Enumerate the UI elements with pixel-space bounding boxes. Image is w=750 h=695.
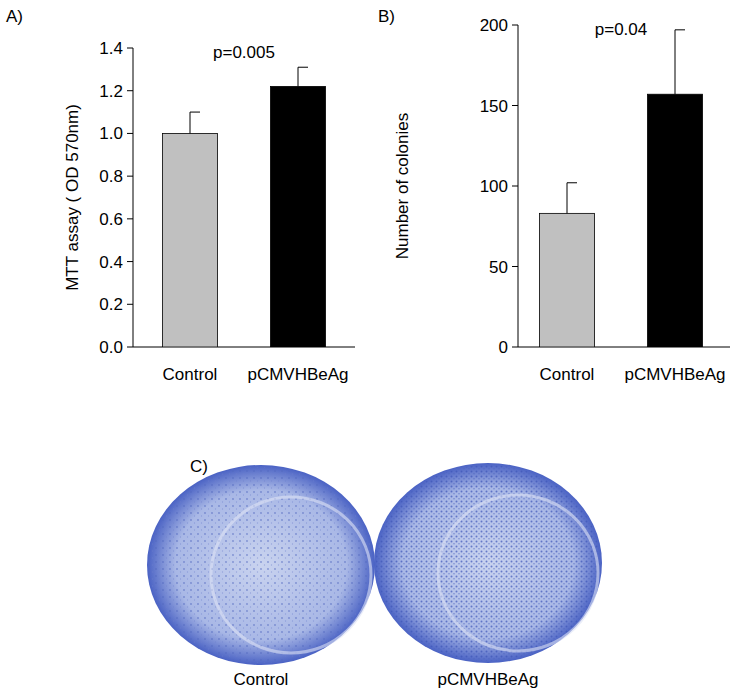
plate-colonies [376, 465, 600, 661]
panel-label: A) [6, 7, 23, 26]
error-cap [298, 67, 308, 68]
plate-caption: Control [234, 670, 289, 689]
bar [540, 213, 595, 347]
y-tick-label: 0.4 [99, 253, 123, 272]
x-tick-label: Control [163, 365, 218, 384]
y-tick [127, 347, 133, 348]
error-bar [567, 183, 577, 214]
y-tick [127, 176, 133, 177]
x-tick-label: Control [540, 365, 595, 384]
y-tick [512, 186, 518, 187]
plate-reflection [438, 495, 598, 651]
plate [374, 463, 602, 663]
x-tick-label: pCMVHBeAg [624, 365, 725, 384]
panel-c: C) Control pCMVHBeAg [147, 457, 602, 689]
y-tick-label: 50 [489, 258, 508, 277]
y-tick [512, 347, 518, 348]
panel-label: B) [378, 7, 395, 26]
plate [147, 465, 375, 665]
annotation: p=0.04 [595, 20, 647, 39]
error-bar [190, 112, 200, 133]
y-tick [127, 48, 133, 49]
x-tick-label: pCMVHBeAg [247, 365, 348, 384]
y-tick-label: 0.0 [99, 338, 123, 357]
y-tick-label: 0.2 [99, 295, 123, 314]
plate-colonies [149, 467, 373, 663]
y-tick [127, 133, 133, 134]
y-tick [512, 25, 518, 26]
error-bar [298, 67, 308, 86]
bar [163, 133, 218, 347]
error-cap [567, 182, 577, 183]
y-tick-label: 100 [480, 177, 508, 196]
y-tick-label: 0 [499, 338, 508, 357]
marks [163, 67, 326, 347]
bar [648, 94, 703, 347]
error-bar [675, 30, 685, 94]
chart-panel: B) 0 50 100 150 200 Number of colonies p=0.04 Co… [378, 7, 730, 384]
y-tick-label: 1.4 [99, 39, 123, 58]
y-tick [127, 304, 133, 305]
error-stem [675, 30, 676, 94]
plate-caption: pCMVHBeAg [437, 670, 538, 689]
bar [271, 86, 326, 347]
y-axis [133, 48, 134, 347]
y-tick [127, 261, 133, 262]
figure: A) 0.0 0.2 0.4 0.6 0.8 1.0 1.2 1.4 MTT assay ( OD… [0, 0, 750, 695]
y-axis-label: MTT assay ( OD 570nm) [63, 104, 82, 291]
error-stem [190, 112, 191, 133]
y-tick-label: 0.8 [99, 167, 123, 186]
y-tick-label: 200 [480, 16, 508, 35]
annotation: p=0.005 [213, 43, 275, 62]
error-cap [675, 29, 685, 30]
y-tick [127, 218, 133, 219]
y-tick-label: 1.0 [99, 124, 123, 143]
error-stem [298, 67, 299, 86]
y-tick-label: 0.6 [99, 210, 123, 229]
y-axis-label: Number of colonies [393, 113, 412, 259]
error-cap [190, 112, 200, 113]
marks [540, 30, 703, 347]
chart-panel: A) 0.0 0.2 0.4 0.6 0.8 1.0 1.2 1.4 MTT assay ( OD… [6, 7, 355, 384]
error-stem [567, 183, 568, 214]
y-tick [512, 266, 518, 267]
panel-label: C) [190, 457, 208, 476]
y-tick-label: 1.2 [99, 82, 123, 101]
plate-reflection [211, 497, 371, 653]
y-tick-label: 150 [480, 97, 508, 116]
y-tick [127, 90, 133, 91]
y-tick [512, 105, 518, 106]
